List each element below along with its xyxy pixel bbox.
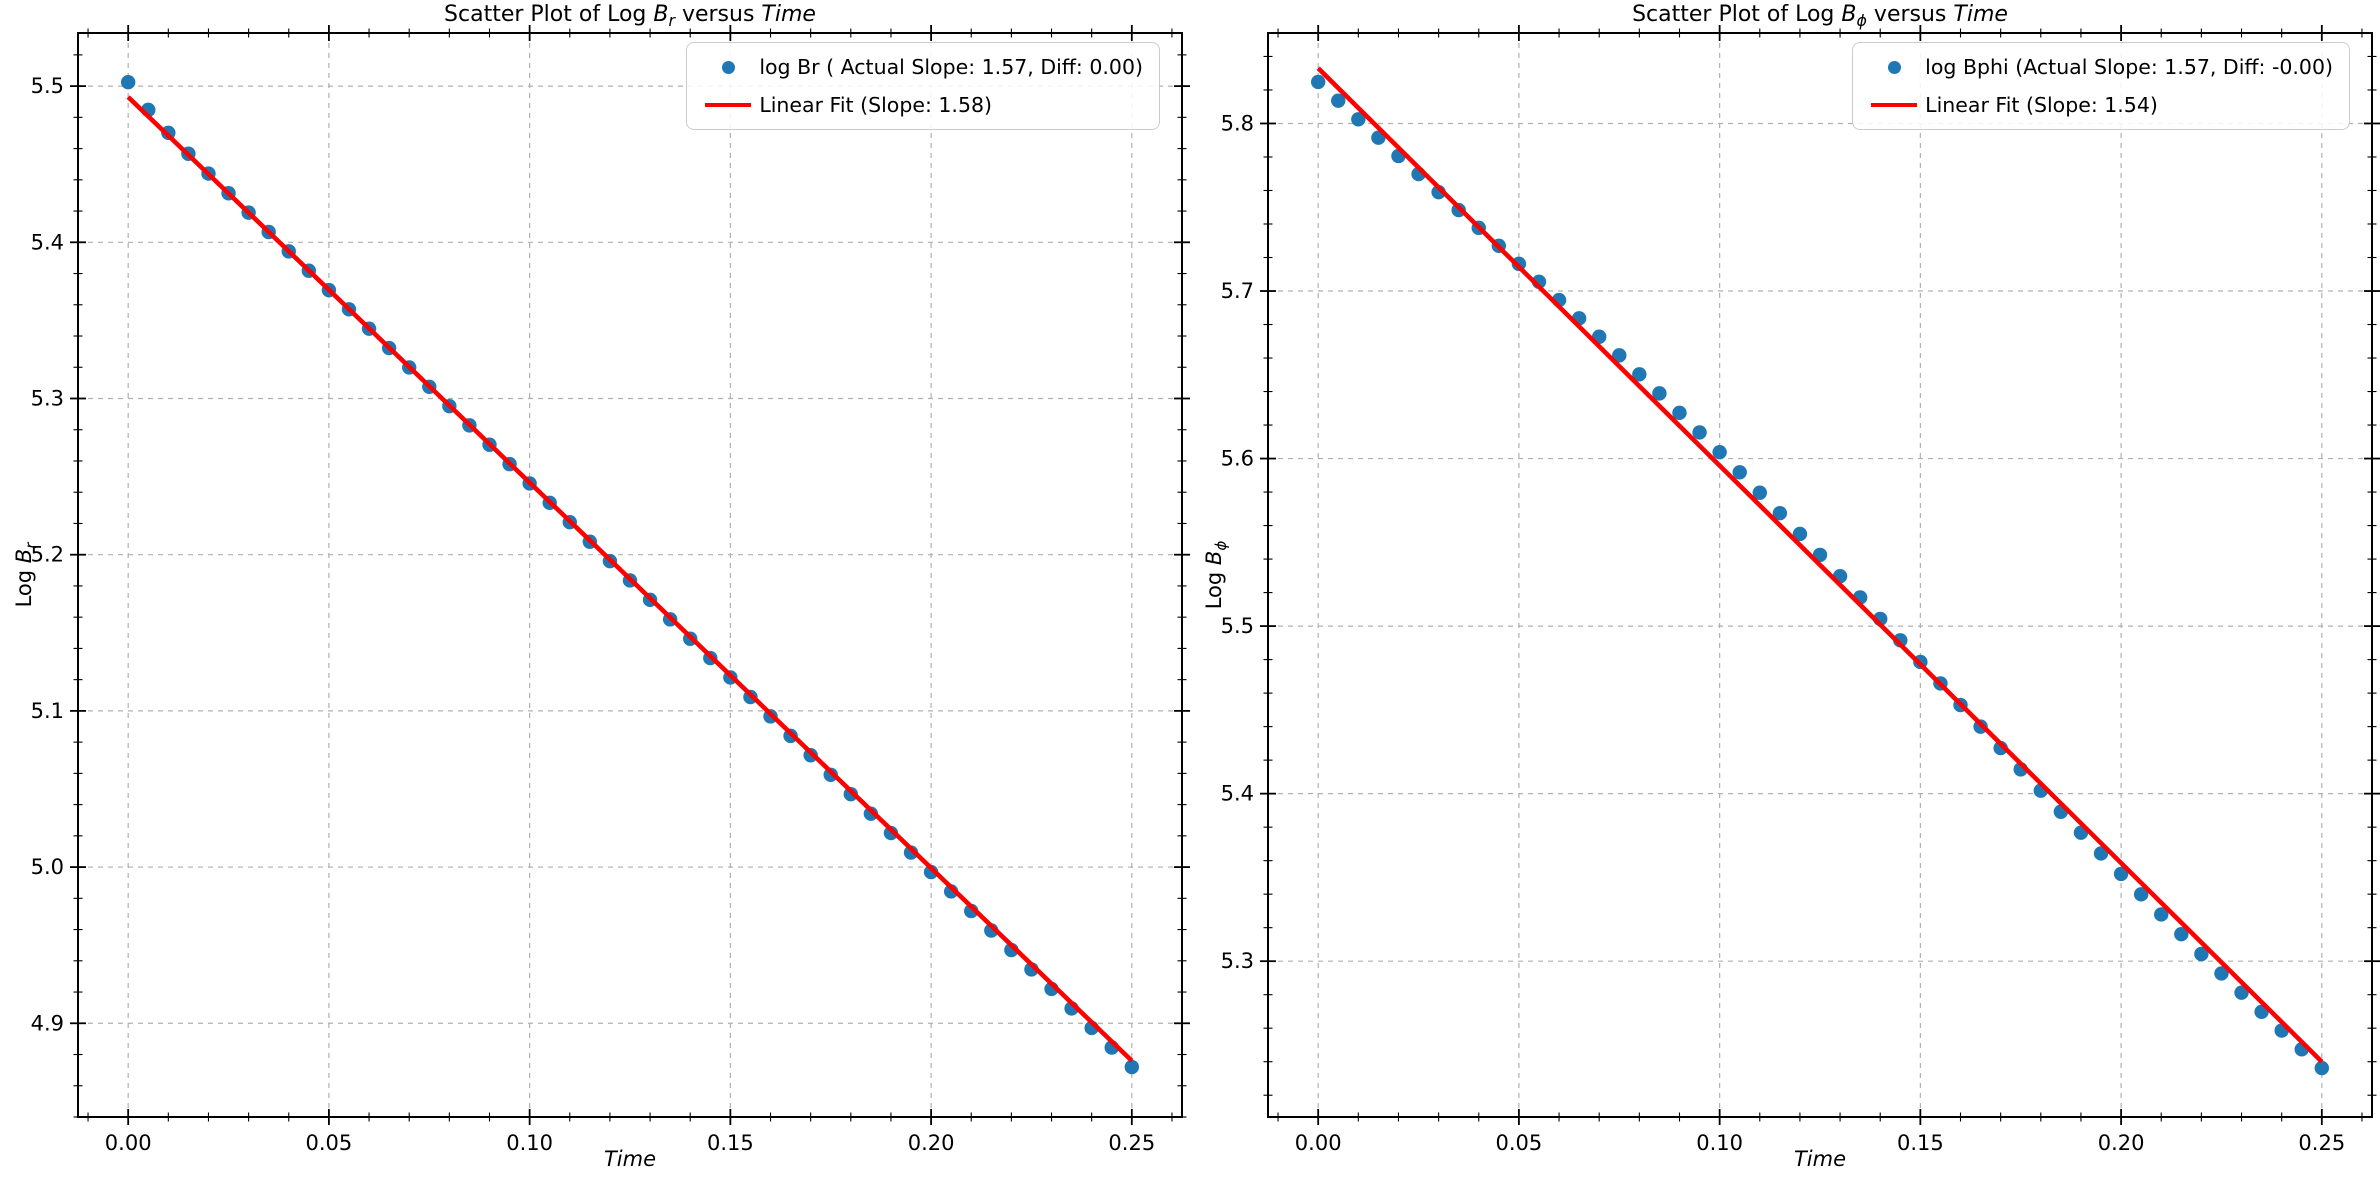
fit-line-icon	[705, 103, 752, 107]
svg-text:0.00: 0.00	[105, 1131, 152, 1155]
svg-text:5.0: 5.0	[31, 855, 64, 879]
svg-text:0.00: 0.00	[1295, 1131, 1342, 1155]
title-text: Scatter Plot of Log	[1632, 2, 1842, 27]
y-tick-labels: 5.3 5.4 5.5 5.6 5.7 5.8	[1221, 111, 1254, 973]
svg-text:5.5: 5.5	[1221, 614, 1254, 638]
chart-log-br: 0.00 0.05 0.10 0.15 0.20 0.25 4.9 5.0 5.1 5.2 5.3 5…	[12, 1, 1190, 1171]
title-mid: versus	[674, 2, 762, 27]
plot-area-log-br: 0.00 0.05 0.10 0.15 0.20 0.25 4.9 5.0 5.1 5.2 5.3 5…	[31, 25, 1190, 1155]
legend: log Br ( Actual Slope: 1.57, Diff: 0.00)…	[686, 42, 1160, 130]
y-axis-label: Log Bϕ	[1202, 540, 1230, 610]
title-time: Time	[1953, 2, 2008, 27]
svg-text:0.05: 0.05	[306, 1131, 353, 1155]
svg-text:5.2: 5.2	[31, 543, 64, 567]
fit-line	[126, 95, 1134, 1063]
scatter-points	[120, 75, 1140, 1075]
plot-area-log-bphi: 0.00 0.05 0.10 0.15 0.20 0.255.35.45.55.65.75…	[1221, 25, 2380, 1155]
legend-entry-scatter: log Bphi (Actual Slope: 1.57, Diff: -0.0…	[1863, 54, 2333, 80]
x-tick-labels: 0.00 0.05 0.10 0.15 0.20 0.25	[105, 1131, 1155, 1155]
legend-entry-fit: Linear Fit (Slope: 1.54)	[1863, 92, 2333, 118]
major-ticks	[1260, 25, 2380, 1125]
svg-text:0.05: 0.05	[1496, 1131, 1543, 1155]
axes-spines	[77, 32, 1183, 1118]
svg-text:5.4: 5.4	[1221, 782, 1254, 806]
svg-text:5.3: 5.3	[1221, 949, 1254, 973]
legend: log Bphi (Actual Slope: 1.57, Diff: -0.0…	[1852, 42, 2350, 130]
svg-text:5.7: 5.7	[1221, 279, 1254, 303]
gridlines	[1268, 33, 2372, 1117]
x-axis-label: Time	[1793, 1147, 1847, 1171]
title-var: B	[1841, 2, 1857, 27]
svg-text:0.10: 0.10	[1696, 1131, 1743, 1155]
legend-entry-scatter: log Br ( Actual Slope: 1.57, Diff: 0.00)	[697, 54, 1143, 80]
fit-line-icon	[1871, 103, 1918, 107]
legend-label: log Bphi (Actual Slope: 1.57, Diff: -0.0…	[1925, 55, 2333, 79]
svg-text:0.25: 0.25	[2298, 1131, 2345, 1155]
series	[120, 75, 1140, 1075]
svg-text:0.25: 0.25	[1108, 1131, 1155, 1155]
title-subscript: r	[668, 10, 675, 30]
title-text: Scatter Plot of Log	[444, 2, 654, 27]
svg-text:0.20: 0.20	[2098, 1131, 2145, 1155]
title-time: Time	[761, 2, 816, 27]
chart-log-bphi: 0.00 0.05 0.10 0.15 0.20 0.25 5.3 5.4 5.5 5.6 5.7 5…	[1190, 0, 2380, 1180]
legend-entry-fit: Linear Fit (Slope: 1.58)	[697, 92, 1143, 118]
x-tick-labels: 0.00 0.05 0.10 0.15 0.20 0.25	[1295, 1131, 2345, 1155]
fit-line	[1316, 66, 2324, 1064]
title-mid: versus	[1866, 2, 1954, 27]
scatter-marker-icon	[1887, 60, 1901, 74]
y-tick-labels: 4.9 5.0 5.1 5.2 5.3 5.4 5.5	[31, 74, 64, 1035]
title-var: B	[653, 2, 669, 27]
svg-text:5.1: 5.1	[31, 699, 64, 723]
scatter-points	[1310, 74, 2330, 1076]
legend-label: log Br ( Actual Slope: 1.57, Diff: 0.00)	[759, 55, 1143, 79]
series	[1310, 66, 2330, 1076]
minor-ticks	[1263, 28, 2377, 1122]
svg-text:0.10: 0.10	[506, 1131, 553, 1155]
svg-text:5.6: 5.6	[1221, 447, 1254, 471]
svg-text:5.3: 5.3	[31, 386, 64, 410]
svg-text:5.5: 5.5	[31, 74, 64, 98]
svg-text:5.4: 5.4	[31, 230, 64, 254]
title-subscript: ϕ	[1856, 10, 1867, 30]
chart-title: Scatter Plot of Log Br versus Time	[78, 1, 1182, 35]
x-axis-label: Time	[603, 1147, 657, 1171]
y-axis-label: Log Br	[12, 542, 40, 608]
chart-title: Scatter Plot of Log Bϕ versus Time	[1268, 1, 2372, 35]
svg-text:0.15: 0.15	[707, 1131, 754, 1155]
svg-text:4.9: 4.9	[31, 1011, 64, 1035]
scatter-marker-icon	[721, 60, 735, 74]
svg-text:0.15: 0.15	[1897, 1131, 1944, 1155]
axes-spines	[1267, 32, 2373, 1118]
legend-label: Linear Fit (Slope: 1.54)	[1925, 93, 2158, 117]
legend-label: Linear Fit (Slope: 1.58)	[759, 93, 993, 117]
svg-text:0.20: 0.20	[908, 1131, 955, 1155]
svg-text:5.8: 5.8	[1221, 111, 1254, 135]
